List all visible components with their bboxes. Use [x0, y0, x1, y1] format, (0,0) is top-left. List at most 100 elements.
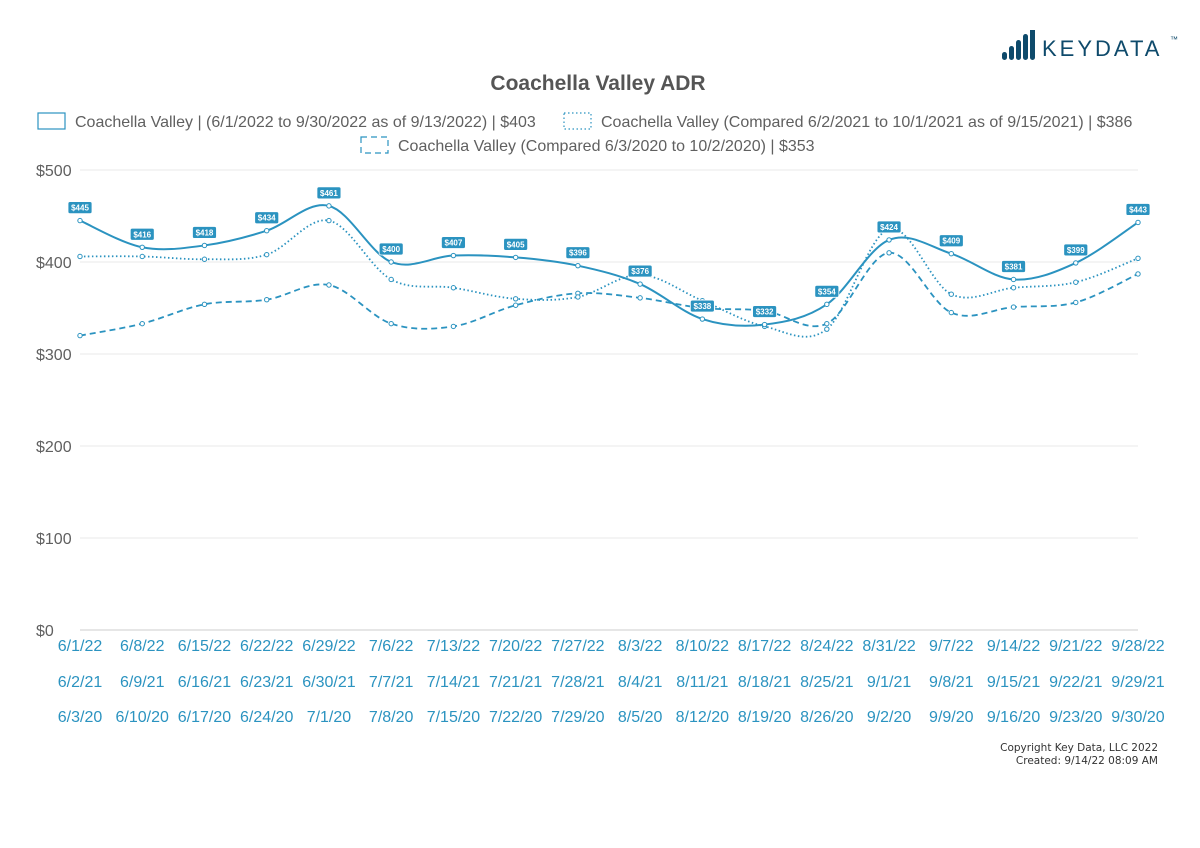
x-tick-label: 7/20/22	[489, 638, 542, 655]
data-label: $418	[192, 226, 217, 239]
x-tick-label: 7/6/22	[369, 638, 414, 655]
data-point	[1073, 279, 1079, 285]
logo-bar	[1009, 46, 1014, 60]
data-point	[264, 297, 270, 303]
data-label-text: $338	[693, 302, 711, 311]
data-point	[575, 294, 581, 300]
data-label-text: $418	[196, 228, 214, 237]
x-tick-label: 7/1/20	[307, 709, 352, 726]
logo-text: KEYDATA	[1042, 36, 1162, 61]
adr-line-chart: Coachella Valley ADR Coachella Valley | …	[36, 72, 1165, 726]
x-tick-label: 9/1/21	[867, 674, 912, 691]
data-point	[139, 320, 145, 327]
data-label-text: $445	[71, 204, 89, 213]
data-point	[450, 285, 457, 291]
data-point	[824, 301, 830, 308]
data-label-badge	[129, 227, 155, 241]
chart-title: Coachella Valley ADR	[490, 72, 705, 95]
data-label-badge	[938, 234, 964, 248]
x-tick-label: 8/5/20	[618, 709, 663, 726]
footer: Copyright Key Data, LLC 2022 Created: 9/…	[1000, 742, 1158, 768]
x-tick-label: 9/8/21	[929, 674, 974, 691]
data-point	[139, 253, 145, 260]
x-tick-label: 9/21/22	[1049, 638, 1102, 655]
x-tick-label: 8/10/22	[676, 638, 729, 655]
logo-bar	[1023, 34, 1028, 60]
x-tick-label: 8/26/20	[800, 709, 853, 726]
legend-label: Coachella Valley (Compared 6/2/2021 to 1…	[601, 114, 1132, 131]
series-dotted	[77, 217, 1141, 338]
x-tick-label: 9/23/20	[1049, 709, 1102, 726]
x-axis: 6/1/22 6/8/22 6/15/22 6/22/22 6/29/22 7/6/22 7…	[58, 638, 1165, 726]
data-point	[264, 251, 270, 258]
data-label: $399	[1063, 243, 1089, 257]
data-label-badge	[316, 186, 342, 200]
y-tick-label: $300	[36, 347, 72, 364]
data-point	[637, 281, 643, 287]
x-tick-label: 7/22/20	[489, 709, 542, 726]
x-tick-label: 9/9/20	[929, 709, 974, 726]
data-label-badge	[378, 242, 404, 256]
data-label-badge	[503, 237, 529, 251]
x-tick-label: 7/7/21	[369, 674, 414, 691]
logo-bar	[1002, 52, 1007, 60]
x-tick-label: 6/8/22	[120, 638, 165, 655]
data-point	[326, 282, 332, 288]
x-tick-label: 6/2/21	[58, 674, 103, 691]
data-label: $338	[689, 299, 715, 313]
legend-item-solid[interactable]: Coachella Valley | (6/1/2022 to 9/30/202…	[37, 112, 536, 131]
x-tick-label: 8/19/20	[738, 709, 791, 726]
legend-swatch-icon	[563, 112, 592, 130]
series-line	[79, 204, 1139, 327]
x-tick-label: 6/1/22	[58, 638, 103, 655]
legend-swatch-icon	[37, 112, 66, 130]
x-tick-label: 7/27/22	[551, 638, 604, 655]
data-label-badge	[814, 284, 840, 298]
data-label: $332	[752, 305, 777, 318]
logo-bar	[1030, 28, 1035, 60]
x-tick-label: 8/11/21	[676, 674, 728, 691]
legend-item-dashed[interactable]: Coachella Valley (Compared 6/3/2020 to 1…	[360, 136, 815, 155]
x-tick-label: 6/22/22	[240, 638, 293, 655]
data-label: $424	[876, 220, 902, 234]
legend-swatch-icon	[360, 136, 389, 154]
data-label: $354	[814, 284, 840, 298]
x-tick-label: 9/7/22	[929, 638, 974, 655]
data-point	[388, 276, 394, 283]
data-point	[824, 320, 830, 327]
data-label: $461	[316, 186, 342, 200]
chart-legend: Coachella Valley | (6/1/2022 to 9/30/202…	[37, 112, 1132, 155]
y-tick-label: $200	[36, 439, 72, 456]
logo-bar	[1016, 40, 1021, 60]
x-tick-label: 9/16/20	[987, 709, 1040, 726]
x-tick-label: 8/25/21	[800, 674, 853, 691]
data-point	[388, 259, 394, 265]
data-label-text: $424	[880, 223, 898, 232]
y-axis: $0 $100 $200 $300 $400 $500	[36, 163, 72, 640]
data-label-badge	[1125, 203, 1151, 216]
x-tick-label: 7/29/20	[551, 709, 604, 726]
x-tick-label: 8/3/22	[618, 638, 663, 655]
legend-label: Coachella Valley | (6/1/2022 to 9/30/202…	[75, 114, 536, 131]
x-tick-label: 6/17/20	[178, 709, 231, 726]
x-tick-label: 8/4/21	[618, 674, 663, 691]
x-tick-label: 9/28/22	[1111, 638, 1164, 655]
data-point	[1073, 260, 1079, 266]
data-label-text: $376	[631, 267, 649, 276]
x-tick-label: 7/13/22	[427, 638, 480, 655]
x-tick-label: 8/12/20	[676, 709, 729, 726]
data-point	[77, 217, 83, 224]
data-label-badge	[1063, 243, 1089, 257]
data-label: $443	[1125, 203, 1151, 216]
data-point	[575, 262, 581, 269]
data-point	[637, 295, 643, 301]
data-label-badge	[254, 211, 280, 225]
data-label-text: $416	[133, 230, 151, 239]
x-tick-label: 6/24/20	[240, 709, 293, 726]
legend-item-dotted[interactable]: Coachella Valley (Compared 6/2/2021 to 1…	[563, 112, 1132, 131]
data-point	[77, 332, 83, 339]
x-tick-label: 6/10/20	[116, 709, 169, 726]
data-label-badge	[67, 201, 93, 215]
data-point	[699, 316, 706, 322]
data-point	[824, 326, 830, 332]
